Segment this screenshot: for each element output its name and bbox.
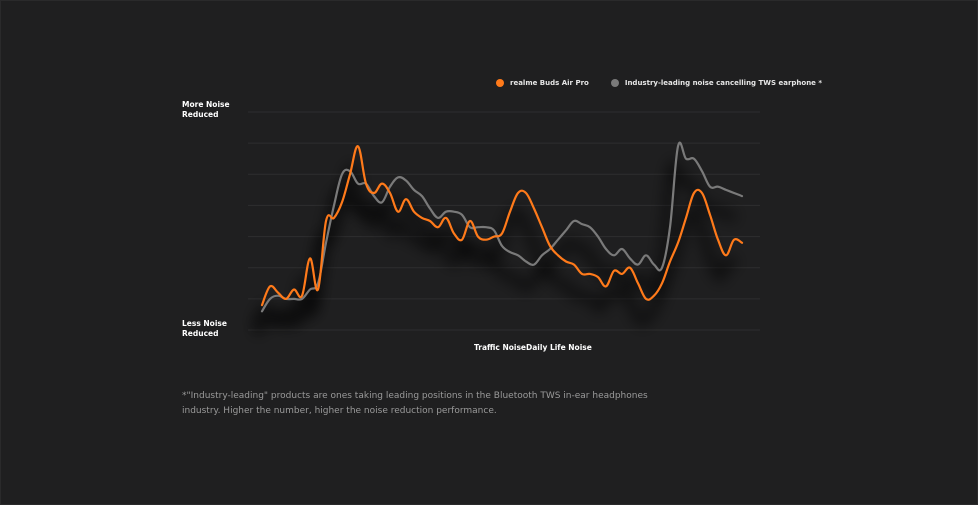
series-lines [260,141,744,313]
legend-dot-series2 [610,79,619,87]
legend-item-series2: Industry-leading noise cancelling TWS ea… [610,79,823,87]
chart-legend: realme Buds Air Pro Industry-leading noi… [496,79,844,87]
y-axis-top-label: More Noise Reduced [182,100,230,119]
footnote: *"Industry-leading" products are ones ta… [182,391,648,416]
x-axis-label: Traffic NoiseDaily Life Noise [474,343,592,352]
legend-label-series1: realme Buds Air Pro [510,79,589,87]
series-line-2 [260,141,744,313]
legend-dot-series1 [496,79,504,87]
y-axis-bottom-label: Less Noise Reduced [182,319,227,338]
series-line-1 [260,145,744,307]
series-shadows [251,160,739,336]
legend-label-series2: Industry-leading noise cancelling TWS ea… [624,79,823,87]
series-shadow-1 [251,163,739,329]
legend-item-series1: realme Buds Air Pro [496,79,589,87]
